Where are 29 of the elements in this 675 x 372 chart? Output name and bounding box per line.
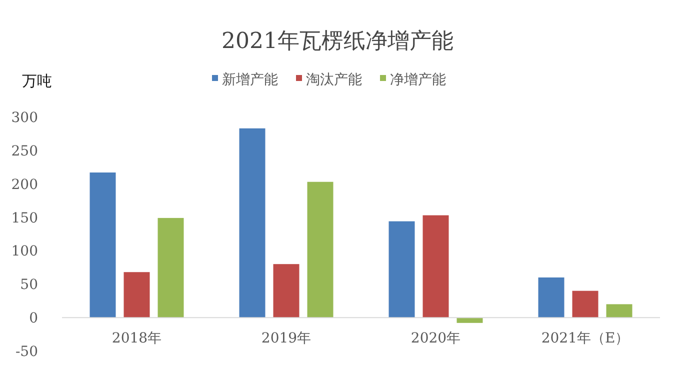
bar bbox=[273, 264, 300, 318]
legend-label: 淘汰产能 bbox=[306, 72, 362, 88]
title: 2021年瓦楞纸净增产能 bbox=[222, 29, 454, 54]
bar bbox=[90, 172, 116, 318]
y-tick-label: 150 bbox=[11, 210, 38, 226]
x-tick-label: 2019年 bbox=[261, 330, 312, 347]
bar bbox=[158, 218, 184, 318]
y-tick-label: 0 bbox=[29, 310, 38, 327]
y-tick-label: 250 bbox=[11, 143, 38, 160]
y-tick-label: -50 bbox=[15, 344, 38, 360]
bar bbox=[388, 221, 415, 318]
x-tick-label: 2020年 bbox=[410, 330, 461, 347]
bar bbox=[538, 277, 564, 318]
x-tick-label: 2018年 bbox=[112, 330, 162, 347]
bar bbox=[239, 128, 266, 318]
bar bbox=[572, 290, 598, 318]
legend-label: 净增产能 bbox=[390, 72, 446, 88]
y-tick-label: 100 bbox=[11, 244, 38, 260]
bar bbox=[124, 272, 150, 318]
legend-label: 新增产能 bbox=[222, 72, 278, 88]
y-tick-label: 300 bbox=[11, 110, 38, 126]
y-tick-label: 50 bbox=[20, 277, 38, 294]
y-tick-label: 200 bbox=[11, 176, 38, 193]
bar bbox=[422, 215, 449, 318]
ylabel: 万吨 bbox=[22, 72, 52, 90]
x-tick-label: 2021年（E） bbox=[541, 330, 630, 347]
bar bbox=[456, 318, 483, 323]
bar bbox=[606, 304, 632, 318]
bar bbox=[307, 182, 334, 318]
